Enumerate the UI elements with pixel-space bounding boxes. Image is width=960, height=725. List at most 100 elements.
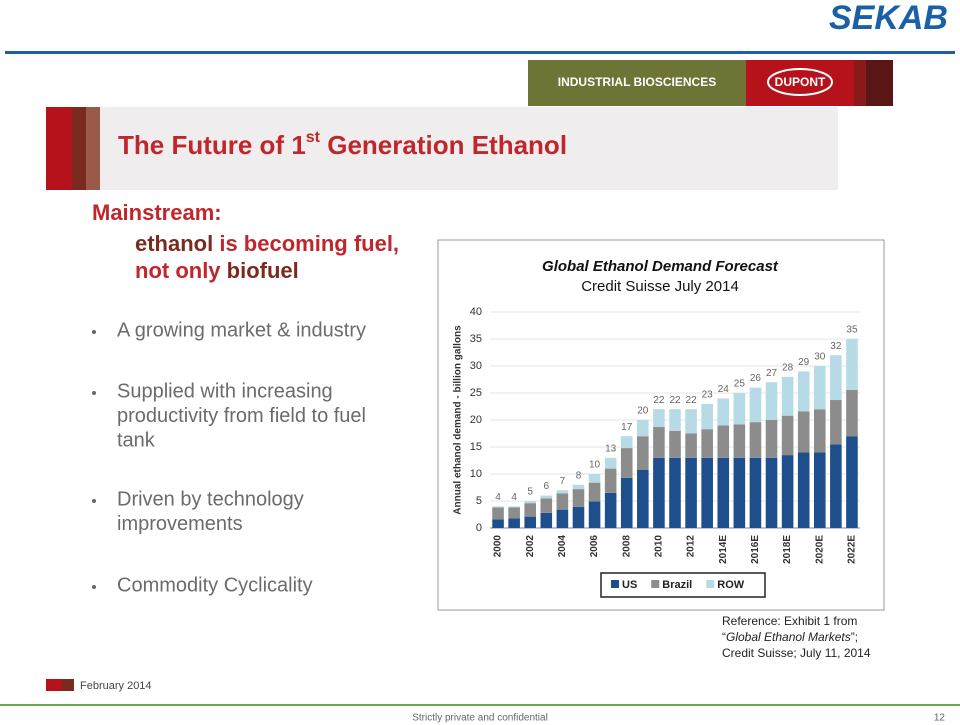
bar-segment bbox=[653, 409, 665, 428]
bar-segment bbox=[556, 493, 569, 510]
total-label: 10 bbox=[589, 460, 601, 471]
total-label: 29 bbox=[798, 357, 810, 368]
y-tick-label: 5 bbox=[476, 495, 482, 507]
dupont-oval bbox=[767, 68, 833, 96]
reference: “Global Ethanol Markets”; bbox=[722, 630, 858, 644]
title-stripe bbox=[72, 107, 86, 190]
logo: SEKAB bbox=[829, 0, 948, 37]
bullet-dot bbox=[92, 585, 96, 589]
bar-segment bbox=[492, 506, 504, 508]
legend-swatch bbox=[706, 580, 715, 588]
bar-segment bbox=[524, 503, 537, 517]
bar-segment bbox=[797, 371, 810, 412]
subheading-part: not only bbox=[135, 258, 221, 283]
total-label: 25 bbox=[734, 379, 746, 390]
bullet-list: A growing market & industry Supplied with… bbox=[92, 319, 366, 596]
bar-segment bbox=[830, 355, 842, 401]
x-tick-label: 2018E bbox=[782, 535, 793, 564]
dupont-logo: DUPONT bbox=[775, 75, 826, 89]
title-stripe bbox=[86, 107, 100, 190]
subheading-part: biofuel bbox=[221, 258, 299, 283]
y-tick-label: 30 bbox=[470, 360, 482, 372]
bar-segment bbox=[508, 507, 520, 519]
x-tick-label: 2010 bbox=[654, 535, 665, 558]
footer-date: February 2014 bbox=[80, 680, 152, 692]
bar-segment bbox=[604, 457, 617, 469]
bar-segment bbox=[733, 393, 746, 425]
bullet-text: Supplied with increasing bbox=[117, 380, 333, 402]
bar-segment bbox=[813, 366, 826, 410]
reference-part: “ bbox=[722, 630, 726, 644]
y-tick-label: 40 bbox=[470, 306, 482, 318]
x-tick-label: 2012 bbox=[686, 535, 697, 558]
bar-segment bbox=[781, 415, 794, 456]
bar-segment bbox=[620, 448, 633, 478]
subheading: ethanol is becoming fuel, bbox=[135, 231, 399, 256]
bar-segment bbox=[604, 468, 617, 493]
bar-segment bbox=[733, 424, 746, 458]
y-tick-label: 20 bbox=[470, 414, 482, 426]
bar-segment bbox=[765, 420, 778, 458]
banner-text: INDUSTRIAL BIOSCIENCES bbox=[558, 75, 716, 89]
title-part: The Future of 1 bbox=[118, 130, 306, 160]
bar-segment bbox=[572, 489, 585, 507]
page-number: 12 bbox=[934, 713, 946, 724]
banner-right bbox=[746, 60, 854, 106]
title-part: Generation Ethanol bbox=[320, 130, 567, 160]
x-tick-label: 2016E bbox=[750, 535, 761, 564]
total-label: 27 bbox=[766, 368, 778, 379]
total-label: 35 bbox=[846, 325, 858, 336]
total-label: 4 bbox=[495, 492, 501, 503]
bar-segment bbox=[701, 429, 713, 458]
y-tick-label: 25 bbox=[470, 387, 482, 399]
bar-segment bbox=[508, 506, 520, 508]
bar-segment bbox=[749, 422, 762, 458]
slide-title: The Future of 1st Generation Ethanol bbox=[118, 129, 567, 160]
header-line bbox=[5, 51, 955, 54]
footer-stripe bbox=[46, 679, 62, 691]
bar-segment bbox=[781, 376, 794, 416]
bar-segment bbox=[572, 506, 585, 528]
bullet-text: Commodity Cyclicality bbox=[117, 574, 313, 596]
bar-segment bbox=[701, 403, 713, 430]
bar-segment bbox=[492, 507, 504, 520]
bullet-text: improvements bbox=[117, 513, 243, 535]
bar-segment bbox=[685, 433, 697, 458]
bar-segment bbox=[604, 492, 617, 528]
subheading-part: ethanol bbox=[135, 231, 213, 256]
y-tick-label: 10 bbox=[470, 468, 482, 480]
bar-segment bbox=[749, 387, 762, 423]
bar-segment bbox=[620, 477, 633, 528]
total-label: 20 bbox=[637, 406, 649, 417]
total-label: 22 bbox=[669, 395, 681, 406]
legend-label: ROW bbox=[717, 579, 745, 591]
bar-segment bbox=[717, 457, 730, 528]
bar-segment bbox=[508, 518, 520, 528]
bar-segment bbox=[685, 409, 697, 434]
total-label: 13 bbox=[605, 443, 617, 454]
total-label: 7 bbox=[560, 476, 566, 487]
bar-segment bbox=[749, 457, 762, 528]
total-label: 32 bbox=[830, 341, 842, 352]
subheading-part: is becoming fuel, bbox=[213, 231, 399, 256]
banner-stripe bbox=[866, 60, 893, 106]
y-tick-label: 0 bbox=[476, 522, 482, 534]
total-label: 22 bbox=[686, 395, 698, 406]
bar-segment bbox=[797, 411, 810, 453]
heading: Mainstream: bbox=[92, 200, 222, 225]
bar-segment bbox=[588, 482, 601, 502]
bar-segment bbox=[669, 430, 681, 458]
bar-segment bbox=[701, 457, 713, 528]
reference: Reference: Exhibit 1 from bbox=[722, 614, 857, 628]
legend-label: Brazil bbox=[662, 579, 692, 591]
bar-segment bbox=[830, 400, 842, 445]
bar-segment bbox=[540, 498, 553, 513]
legend-swatch bbox=[651, 580, 660, 588]
bar-segment bbox=[540, 495, 553, 499]
bar-segment bbox=[830, 444, 842, 528]
total-label: 5 bbox=[527, 487, 533, 498]
bullet-dot bbox=[92, 499, 96, 503]
banner-left bbox=[528, 60, 746, 106]
footer-line bbox=[0, 704, 960, 706]
x-tick-label: 2006 bbox=[589, 535, 600, 558]
